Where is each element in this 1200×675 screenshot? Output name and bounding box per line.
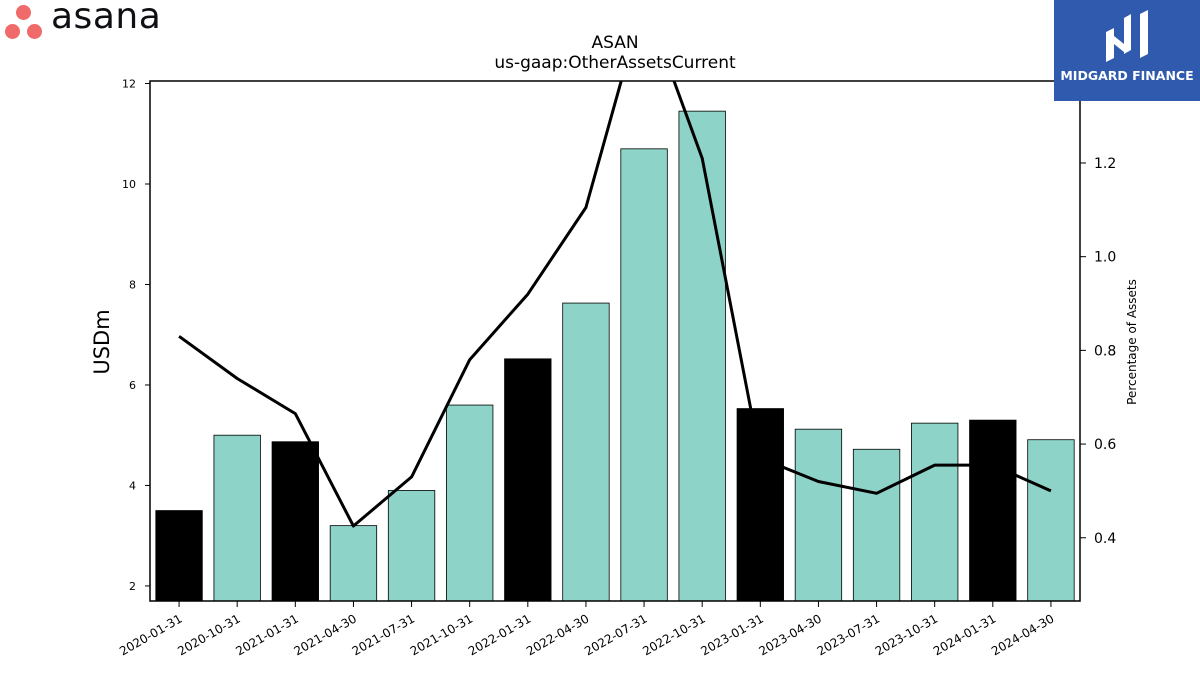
bar-2023-04-30: [794, 428, 843, 602]
bar-2021-10-31: [446, 404, 494, 602]
x-tick-label: 2022-04-30: [524, 611, 591, 658]
bar-2022-04-30: [562, 302, 610, 602]
midgard-wordmark: MIDGARD FINANCE: [1060, 68, 1194, 83]
x-tick-label: 2022-01-31: [466, 611, 533, 658]
midgard-emblem-icon: [1106, 10, 1148, 62]
x-tick-label: 2021-07-31: [350, 611, 417, 658]
bar-2024-01-31: [969, 419, 1017, 602]
percentage-of-assets-line: [178, 81, 1052, 528]
bar-2020-10-31: [213, 434, 261, 602]
bar-2021-04-30: [329, 525, 378, 602]
bar-2023-01-31: [736, 408, 784, 602]
y-tick-label: 8: [129, 278, 136, 291]
x-tick-label: 2023-01-31: [698, 611, 765, 658]
bar-2024-04-30: [1027, 439, 1075, 602]
plot-frame: [149, 80, 1081, 602]
x-tick-label: 2023-10-31: [873, 611, 940, 658]
y2-tick-label: 0.8: [1094, 343, 1116, 359]
x-tick-label: 2024-01-31: [931, 611, 998, 658]
bar-2020-01-31: [155, 510, 203, 602]
y-tick-label: 6: [129, 379, 136, 392]
x-tick-label: 2021-10-31: [408, 611, 475, 658]
bar-2023-10-31: [911, 422, 959, 602]
y2-tick-label: 1.0: [1094, 250, 1116, 266]
y-tick-label: 4: [129, 479, 136, 492]
y2-tick-label: 0.6: [1094, 437, 1116, 453]
chart-subtitle: us-gaap:OtherAssetsCurrent: [494, 53, 736, 73]
x-tick-label: 2021-01-31: [233, 611, 300, 658]
x-tick-label: 2022-07-31: [582, 611, 649, 658]
x-tick-label: 2020-01-31: [117, 611, 184, 658]
y-tick-label: 2: [129, 580, 136, 593]
bar-2023-07-31: [852, 448, 901, 602]
x-tick-label: 2023-07-31: [815, 611, 882, 658]
x-tick-label: 2023-04-30: [757, 611, 824, 658]
bar-2021-07-31: [387, 490, 436, 602]
y-tick-label: 12: [122, 78, 136, 91]
bar-2022-01-31: [504, 358, 552, 602]
bar-2021-01-31: [271, 441, 319, 602]
y2-tick-label: 0.4: [1094, 531, 1116, 547]
bar-2022-10-31: [678, 110, 726, 602]
midgard-finance-logo: MIDGARD FINANCE: [1054, 0, 1200, 101]
asana-wordmark: asana: [51, 0, 162, 37]
logo-dot-right: [27, 24, 42, 39]
x-tick-label: 2024-04-30: [989, 611, 1056, 658]
x-tick-label: 2022-10-31: [640, 611, 707, 658]
y-axis-label: USDm: [90, 309, 114, 374]
y2-axis-label: Percentage of Assets: [1125, 279, 1139, 405]
asana-logo: asana: [4, 0, 194, 42]
y-tick-label: 10: [122, 178, 136, 191]
y2-tick-label: 1.2: [1094, 156, 1116, 172]
bar-2022-07-31: [620, 148, 668, 602]
x-tick-label: 2021-04-30: [292, 611, 359, 658]
logo-dot-top: [16, 5, 31, 20]
x-tick-label: 2020-10-31: [175, 611, 242, 658]
logo-dot-left: [5, 24, 20, 39]
chart-title: ASAN: [591, 33, 638, 53]
